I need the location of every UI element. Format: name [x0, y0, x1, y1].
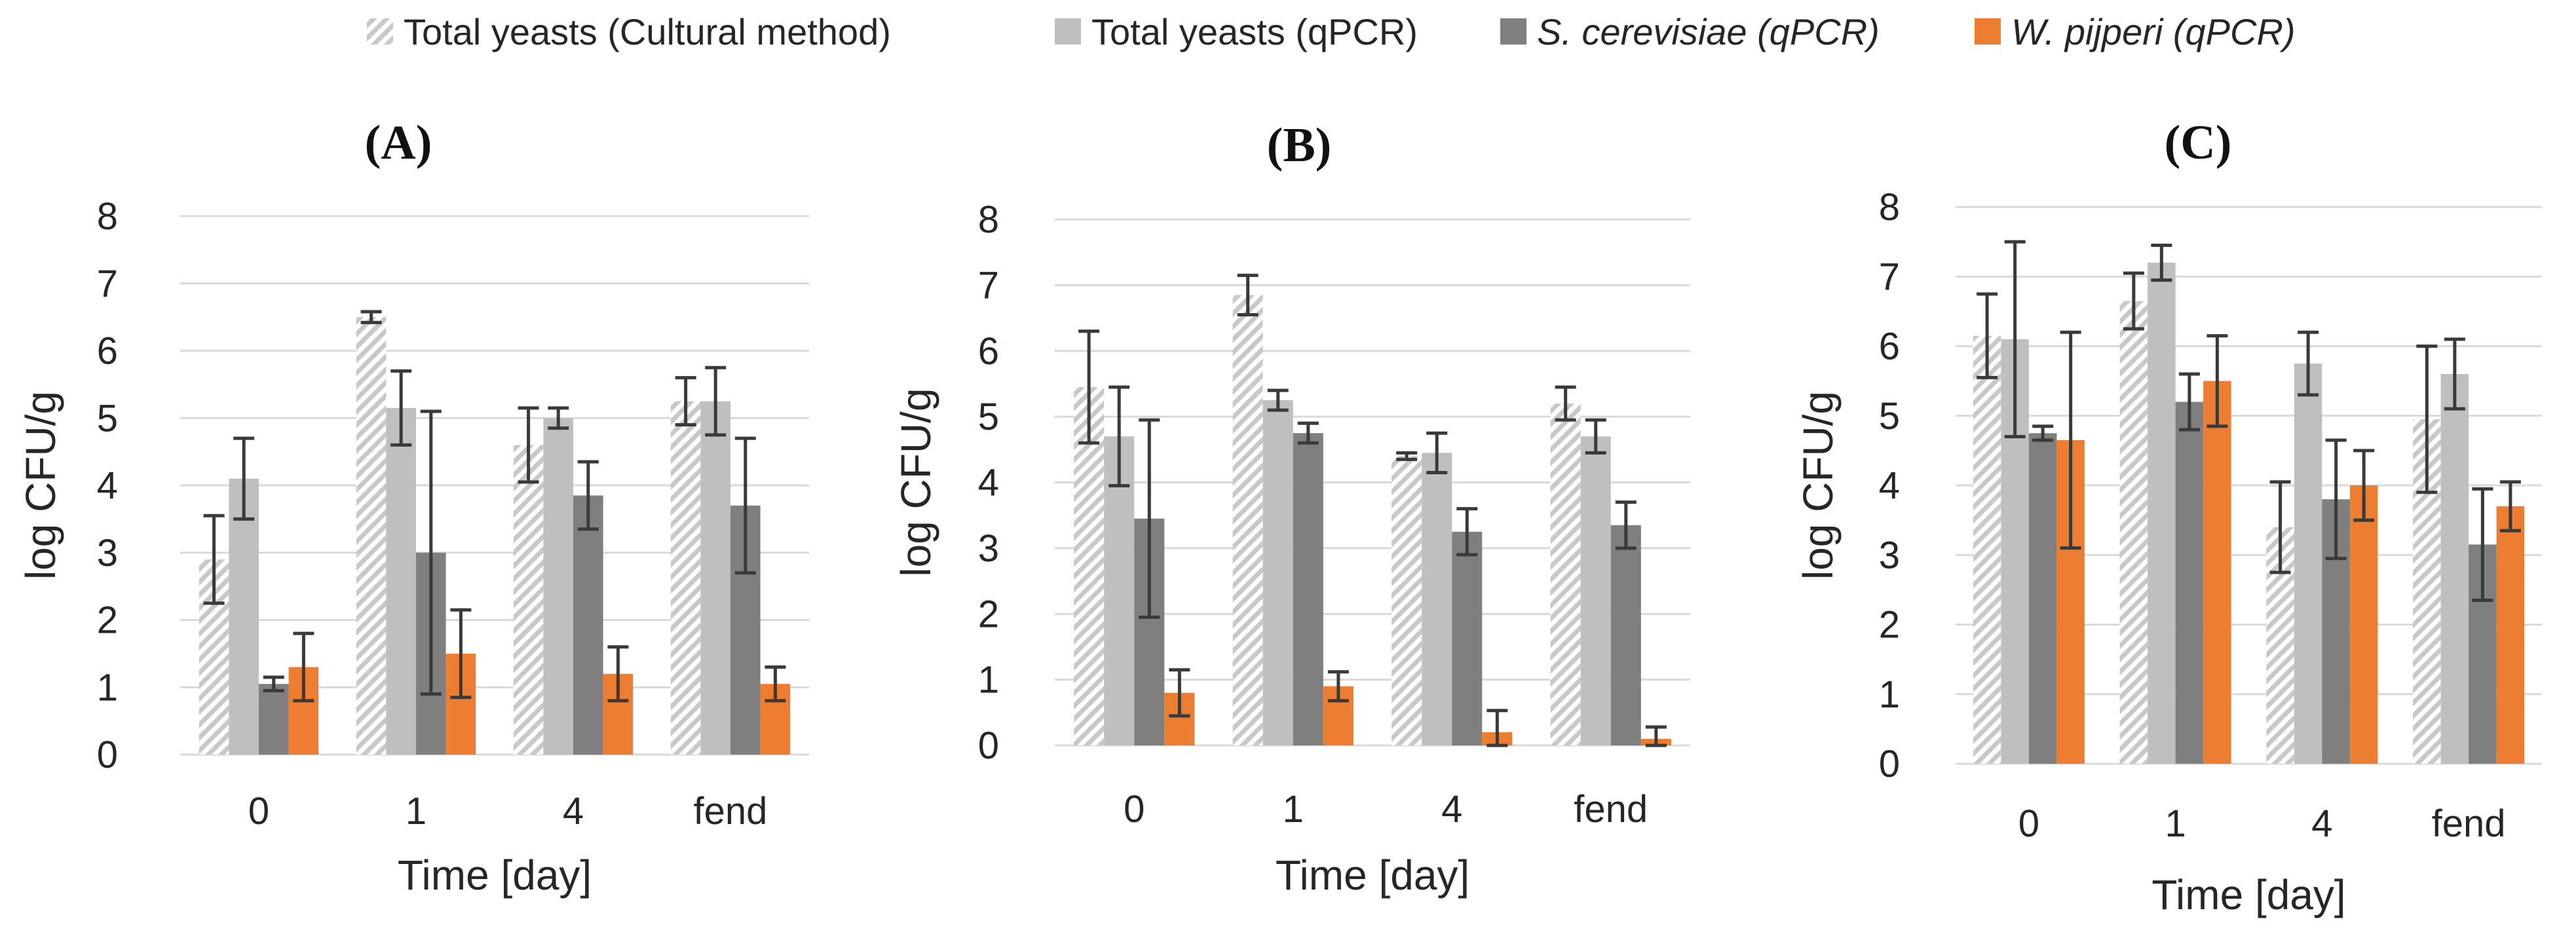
y-tick-label: 0	[1879, 743, 1900, 785]
bar-cultural	[513, 445, 544, 755]
legend-item-cultural: Total yeasts (Cultural method)	[367, 11, 891, 52]
y-tick-label: 3	[1879, 534, 1900, 576]
y-axis-title: log CFU/g	[1794, 391, 1842, 580]
y-tick-label: 1	[978, 659, 999, 702]
legend-swatch-cultural	[367, 18, 393, 45]
bar-cultural	[670, 401, 701, 755]
bar-s-cerevisiae	[1452, 531, 1483, 745]
bar-cultural	[356, 317, 387, 755]
y-tick-label: 6	[97, 330, 118, 373]
y-tick-label: 4	[97, 464, 118, 507]
bar-qpcr-total	[1580, 436, 1611, 745]
legend-label-s-cerevisiae: S. cerevisiae (qPCR)	[1537, 11, 1880, 52]
bar-s-cerevisiae	[259, 684, 289, 755]
legend-label-w-pijperi: W. pijperi (qPCR)	[2011, 11, 2296, 52]
y-tick-label: 5	[97, 397, 118, 440]
x-axis-title: Time [day]	[2151, 871, 2345, 918]
legend-label-cultural: Total yeasts (Cultural method)	[404, 11, 891, 52]
legend-label-qpcr-total: Total yeasts (qPCR)	[1091, 11, 1418, 52]
x-tick-label: 1	[1283, 788, 1304, 831]
y-tick-label: 6	[1879, 326, 1900, 368]
y-tick-label: 0	[978, 724, 999, 767]
panel-title: (A)	[365, 116, 432, 170]
y-tick-label: 7	[1879, 255, 1900, 298]
bar-qpcr-total	[386, 407, 416, 755]
y-tick-label: 0	[97, 734, 118, 776]
bar-s-cerevisiae	[2028, 433, 2057, 764]
bar-w-pijperi	[2203, 381, 2231, 764]
y-axis-title: log CFU/g	[892, 388, 939, 576]
bar-qpcr-total	[2440, 374, 2469, 764]
panel-title: (B)	[1267, 119, 1332, 172]
x-tick-label: 1	[2165, 802, 2186, 845]
y-tick-label: 6	[978, 330, 999, 373]
x-tick-label: fend	[2432, 802, 2506, 845]
y-tick-label: 1	[97, 666, 118, 709]
y-tick-label: 5	[1879, 395, 1900, 438]
y-tick-label: 3	[97, 532, 118, 574]
y-axis-title: log CFU/g	[17, 391, 64, 580]
bar-cultural	[1973, 335, 2001, 764]
legend-item-qpcr-total: Total yeasts (qPCR)	[1055, 11, 1418, 52]
y-tick-label: 2	[97, 599, 118, 642]
legend-swatch-qpcr-total	[1055, 18, 1081, 45]
y-tick-label: 4	[1879, 464, 1900, 507]
bar-qpcr-total	[1104, 436, 1135, 745]
legend-item-s-cerevisiae: S. cerevisiae (qPCR)	[1500, 11, 1880, 52]
bar-qpcr-total	[543, 418, 573, 755]
x-axis-title: Time [day]	[398, 852, 592, 899]
x-tick-label: fend	[1574, 788, 1648, 831]
y-tick-label: 8	[1879, 186, 1900, 229]
y-tick-label: 7	[978, 264, 999, 307]
x-tick-label: fend	[694, 790, 768, 833]
bar-w-pijperi	[2496, 506, 2525, 764]
bar-cultural	[1392, 456, 1422, 745]
x-tick-label: 1	[406, 790, 426, 833]
bar-qpcr-total	[1422, 453, 1452, 745]
y-tick-label: 2	[978, 593, 999, 635]
x-tick-label: 0	[2018, 802, 2039, 845]
bar-qpcr-total	[1262, 400, 1293, 745]
y-tick-label: 8	[978, 198, 999, 241]
bar-qpcr-total	[229, 478, 259, 755]
legend-swatch-w-pijperi	[1975, 18, 2001, 45]
bar-s-cerevisiae	[573, 495, 603, 755]
x-tick-label: 4	[2311, 802, 2332, 845]
bar-qpcr-total	[700, 401, 730, 755]
y-tick-label: 8	[97, 195, 118, 238]
y-tick-label: 7	[97, 263, 118, 305]
legend-item-w-pijperi: W. pijperi (qPCR)	[1975, 11, 2296, 52]
x-tick-label: 0	[248, 790, 269, 833]
legend-swatch-s-cerevisiae	[1500, 18, 1526, 45]
bar-s-cerevisiae	[1610, 525, 1641, 745]
y-tick-label: 4	[978, 462, 999, 504]
y-tick-label: 2	[1879, 604, 1900, 647]
bar-s-cerevisiae	[2175, 402, 2204, 764]
x-tick-label: 4	[1441, 788, 1462, 831]
chart-panel-b: (B) 0 1 2 3 4 5 6 7 8 log CFU/g Time [day] 0 1 4 fend	[892, 119, 1690, 899]
y-tick-label: 1	[1879, 673, 1900, 716]
bar-qpcr-total	[2148, 263, 2176, 764]
x-tick-label: 4	[563, 790, 584, 833]
chart-panel-c: (C) 0 1 2 3 4 5 6 7 8 log CFU/g Time [day] 0 1 4 fend	[1794, 116, 2542, 918]
panel-title: (C)	[2165, 116, 2232, 170]
bar-cultural	[1550, 403, 1581, 745]
bar-qpcr-total	[2294, 364, 2322, 764]
bar-w-pijperi	[2349, 485, 2378, 764]
x-tick-label: 0	[1124, 788, 1145, 831]
legend: Total yeasts (Cultural method) Total yea…	[367, 11, 2296, 52]
x-axis-title: Time [day]	[1276, 852, 1469, 899]
bar-cultural	[1074, 386, 1105, 745]
bar-cultural	[1232, 295, 1263, 745]
bar-cultural	[2119, 301, 2148, 764]
y-tick-label: 5	[978, 396, 999, 438]
y-tick-label: 3	[978, 527, 999, 570]
bar-s-cerevisiae	[1293, 433, 1323, 745]
chart-panel-a: (A) 0 1 2 3 4 5 6 7 8 log CFU/g Time [day] 0 1 4 fend	[17, 116, 809, 899]
